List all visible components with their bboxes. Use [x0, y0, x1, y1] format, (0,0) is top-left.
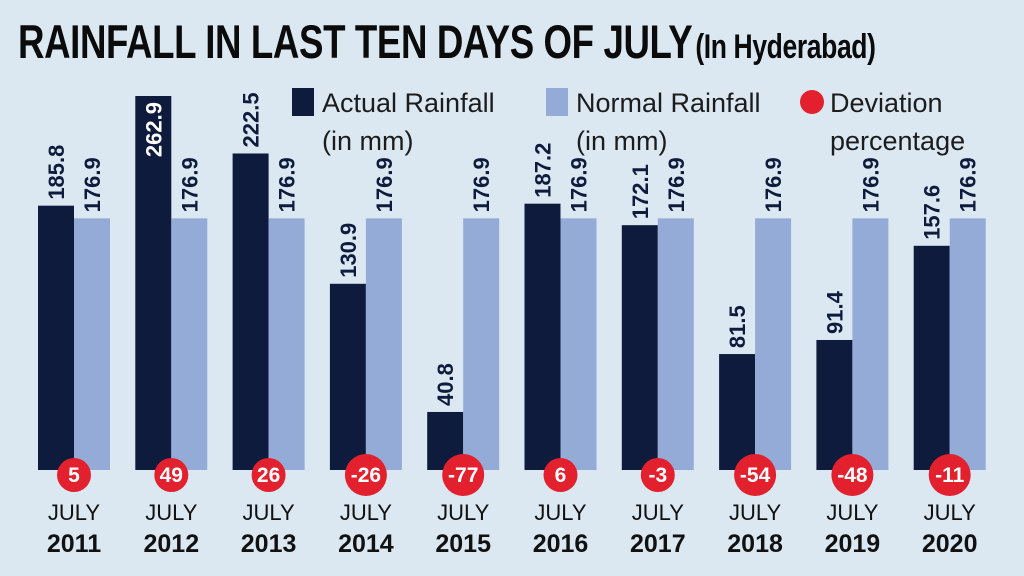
legend-actual-label: (in mm) — [322, 126, 413, 156]
actual-value-label: 262.9 — [141, 102, 166, 157]
x-tick-month: JULY — [437, 500, 489, 525]
deviation-circle — [344, 454, 387, 496]
normal-value-label: 176.9 — [664, 157, 689, 212]
normal-value-label: 176.9 — [956, 157, 981, 212]
normal-value-label: 176.9 — [469, 157, 494, 212]
x-tick-year: 2016 — [533, 530, 589, 558]
x-tick-year: 2020 — [922, 530, 978, 558]
chart-title: RAINFALL IN LAST TEN DAYS OF JULY (In Hy… — [18, 14, 876, 69]
chart-legend: Actual Rainfall (in mm) Normal Rainfall (in… — [292, 88, 965, 156]
actual-value-label: 172.1 — [628, 164, 653, 219]
normal-bar — [268, 218, 305, 470]
actual-bar — [719, 354, 756, 470]
x-tick-year: 2014 — [338, 530, 394, 558]
bar-group: 185.8 176.9 262.9 176.9 222.5 176.9 130.9 176.9… — [38, 92, 986, 471]
x-tick-year: 2013 — [241, 530, 297, 558]
normal-bar — [365, 218, 402, 470]
actual-value-label: 187.2 — [531, 143, 556, 198]
legend-deviation-label: percentage — [830, 126, 965, 156]
x-tick-year: 2018 — [727, 530, 783, 558]
actual-value-label: 81.5 — [725, 305, 750, 348]
normal-value-label: 176.9 — [80, 157, 105, 212]
normal-bar — [463, 218, 500, 470]
normal-bar — [171, 218, 208, 470]
normal-value-label: 176.9 — [567, 157, 592, 212]
x-tick-month: JULY — [632, 500, 684, 525]
deviation-circle — [543, 458, 578, 492]
normal-value-label: 176.9 — [858, 157, 883, 212]
normal-bar — [852, 218, 889, 470]
normal-value-label: 176.9 — [372, 157, 397, 212]
deviation-label: -48 — [837, 464, 868, 487]
deviation-label: -54 — [740, 464, 771, 487]
legend-actual-label: Actual Rainfall — [322, 88, 495, 118]
deviation-label: -77 — [448, 464, 478, 487]
legend-deviation-swatch — [800, 90, 824, 114]
x-tick-month: JULY — [145, 500, 197, 525]
deviation-circle — [831, 454, 874, 496]
x-tick-month: JULY — [826, 500, 878, 525]
chart-subtitle: (In Hyderabad) — [695, 28, 876, 66]
normal-bar — [657, 218, 694, 470]
deviation-circle — [442, 454, 485, 496]
x-tick-month: JULY — [534, 500, 586, 525]
actual-value-label: 222.5 — [239, 92, 264, 147]
actual-value-label: 157.6 — [920, 185, 945, 240]
legend-normal-swatch — [546, 88, 568, 116]
actual-bar — [38, 205, 74, 470]
actual-bar — [135, 96, 172, 470]
normal-bar — [560, 218, 597, 470]
normal-bar — [74, 218, 110, 470]
actual-value-label: 130.9 — [336, 223, 361, 278]
actual-bar — [816, 339, 853, 470]
x-tick-year: 2012 — [143, 530, 199, 558]
actual-bar — [913, 245, 950, 470]
deviation-circle — [640, 458, 675, 492]
x-tick-year: 2015 — [435, 530, 491, 558]
normal-bar — [755, 218, 792, 470]
x-tick-month: JULY — [243, 500, 295, 525]
actual-bar — [621, 225, 658, 470]
actual-value-label: 91.4 — [822, 290, 847, 334]
normal-value-label: 176.9 — [177, 157, 202, 212]
actual-bar — [329, 283, 366, 470]
deviation-circle — [57, 458, 91, 492]
deviation-markers: 5 49 26 -26 -77 6 -3 -54 -48 -11 — [57, 454, 971, 496]
deviation-circle — [251, 458, 286, 492]
deviation-circle — [734, 454, 777, 496]
x-tick-month: JULY — [340, 500, 392, 525]
deviation-label: -3 — [648, 464, 667, 487]
normal-bar — [949, 218, 986, 470]
actual-bar — [232, 153, 269, 470]
x-tick-year: 2011 — [47, 530, 101, 558]
x-axis-labels: JULY 2011 JULY 2012 JULY 2013 JULY 2014 JULY 2015… — [47, 500, 978, 558]
x-tick-month: JULY — [729, 500, 781, 525]
deviation-label: -11 — [935, 464, 965, 487]
legend-normal-label: Normal Rainfall — [576, 88, 761, 118]
legend-actual-swatch — [292, 88, 314, 116]
actual-value-label: 40.8 — [433, 363, 458, 406]
normal-value-label: 176.9 — [275, 157, 300, 212]
x-tick-year: 2017 — [630, 530, 686, 558]
deviation-circle — [154, 458, 189, 492]
deviation-label: 5 — [68, 464, 80, 487]
x-tick-year: 2019 — [825, 530, 881, 558]
normal-value-label: 176.9 — [761, 157, 786, 212]
deviation-label: 49 — [160, 464, 183, 487]
x-tick-month: JULY — [48, 500, 100, 525]
chart-title-main: RAINFALL IN LAST TEN DAYS OF JULY — [18, 15, 693, 68]
legend-deviation-label: Deviation — [830, 88, 943, 118]
legend-normal-label: (in mm) — [576, 126, 667, 156]
actual-value-label: 185.8 — [44, 145, 69, 200]
deviation-label: -26 — [351, 464, 381, 487]
actual-bar — [524, 203, 561, 471]
x-tick-month: JULY — [924, 500, 976, 525]
deviation-label: 6 — [555, 464, 567, 487]
deviation-circle — [928, 454, 971, 496]
deviation-label: 26 — [257, 464, 280, 487]
